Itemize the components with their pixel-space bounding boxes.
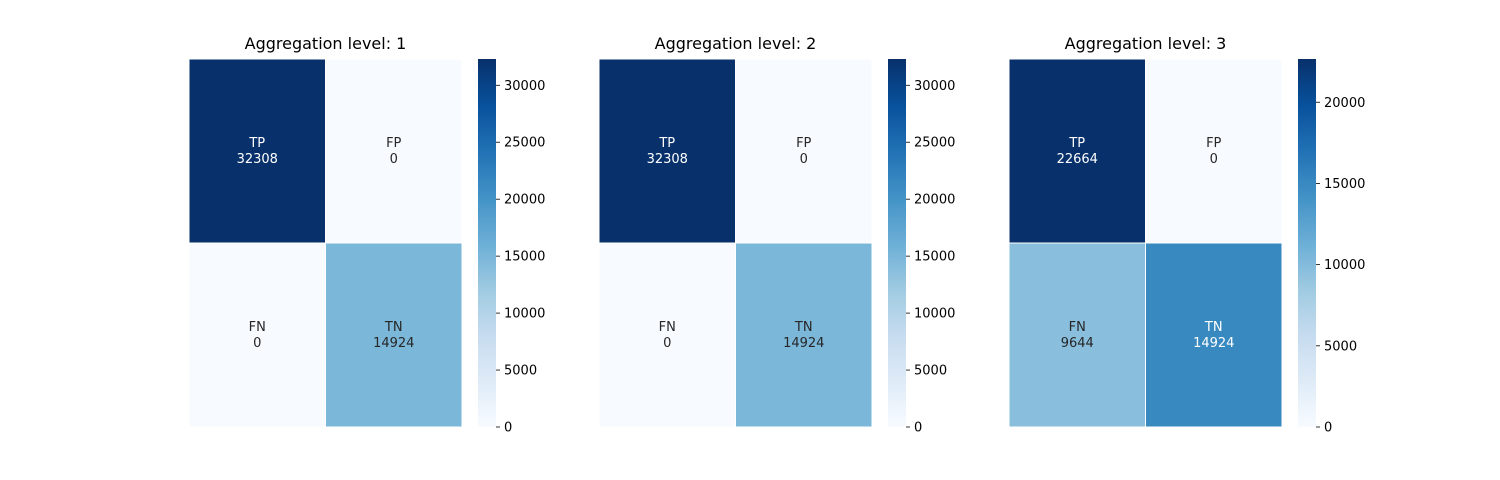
cell-label: TP: [1068, 136, 1085, 151]
colorbar-tick-label: 10000: [1324, 258, 1365, 273]
confusion-matrix-2: Aggregation level: 2TP32308FP0FN0TN14924…: [598, 34, 955, 436]
cell-value: 14924: [783, 336, 824, 351]
colorbar-tick-label: 20000: [1324, 96, 1365, 111]
cell-value: 0: [663, 336, 671, 351]
heatmap-cell-fp: [325, 58, 463, 244]
heatmap-cell-fn: [598, 242, 736, 428]
cell-label: TP: [248, 136, 265, 151]
chart-title: Aggregation level: 3: [1065, 34, 1227, 53]
cell-label: FN: [659, 320, 676, 335]
heatmap-cell-tn: [735, 242, 873, 428]
colorbar-tick-label: 5000: [914, 364, 947, 379]
heatmap-cell-tp: [598, 58, 736, 244]
cell-label: FP: [796, 136, 811, 151]
cell-value: 9644: [1061, 336, 1094, 351]
cell-label: FN: [1069, 320, 1086, 335]
cell-value: 0: [390, 152, 398, 167]
heatmap-cell-tp: [1008, 58, 1146, 244]
colorbar: [1298, 59, 1316, 427]
heatmap-cell-tn: [1145, 242, 1283, 428]
cell-label: FP: [386, 136, 401, 151]
heatmap-cell-fn: [1008, 242, 1146, 428]
confusion-matrix-3: Aggregation level: 3TP22664FP0FN9644TN14…: [1008, 34, 1365, 436]
colorbar: [888, 59, 906, 427]
colorbar-tick-label: 0: [1324, 421, 1332, 436]
heatmap-cell-fp: [1145, 58, 1283, 244]
colorbar: [478, 59, 496, 427]
colorbar-tick-label: 15000: [914, 250, 955, 265]
colorbar-tick-label: 0: [914, 421, 922, 436]
cell-value: 32308: [647, 152, 688, 167]
colorbar-tick-label: 10000: [504, 307, 545, 322]
colorbar-tick-label: 5000: [504, 364, 537, 379]
cell-value: 22664: [1057, 152, 1098, 167]
cell-value: 14924: [1193, 336, 1234, 351]
chart-title: Aggregation level: 2: [655, 34, 817, 53]
heatmap-cell-tn: [325, 242, 463, 428]
colorbar-tick-label: 30000: [914, 79, 955, 94]
chart-title: Aggregation level: 1: [245, 34, 407, 53]
cell-value: 0: [800, 152, 808, 167]
cell-label: FP: [1206, 136, 1221, 151]
cell-label: TN: [384, 320, 403, 335]
colorbar-tick-label: 5000: [1324, 339, 1357, 354]
cell-label: TP: [658, 136, 675, 151]
colorbar-tick-label: 10000: [914, 307, 955, 322]
heatmap-cell-tp: [188, 58, 326, 244]
colorbar-tick-label: 25000: [914, 136, 955, 151]
cell-label: FN: [249, 320, 266, 335]
cell-label: TN: [794, 320, 813, 335]
cell-value: 14924: [373, 336, 414, 351]
colorbar-tick-label: 0: [504, 421, 512, 436]
confusion-matrix-1: Aggregation level: 1TP32308FP0FN0TN14924…: [188, 34, 545, 436]
heatmap-cell-fp: [735, 58, 873, 244]
colorbar-tick-label: 25000: [504, 136, 545, 151]
cell-value: 0: [253, 336, 261, 351]
cell-value: 0: [1210, 152, 1218, 167]
cell-value: 32308: [237, 152, 278, 167]
colorbar-tick-label: 15000: [504, 250, 545, 265]
cell-label: TN: [1204, 320, 1223, 335]
colorbar-tick-label: 20000: [504, 193, 545, 208]
colorbar-tick-label: 20000: [914, 193, 955, 208]
colorbar-tick-label: 30000: [504, 79, 545, 94]
colorbar-tick-label: 15000: [1324, 177, 1365, 192]
heatmap-cell-fn: [188, 242, 326, 428]
